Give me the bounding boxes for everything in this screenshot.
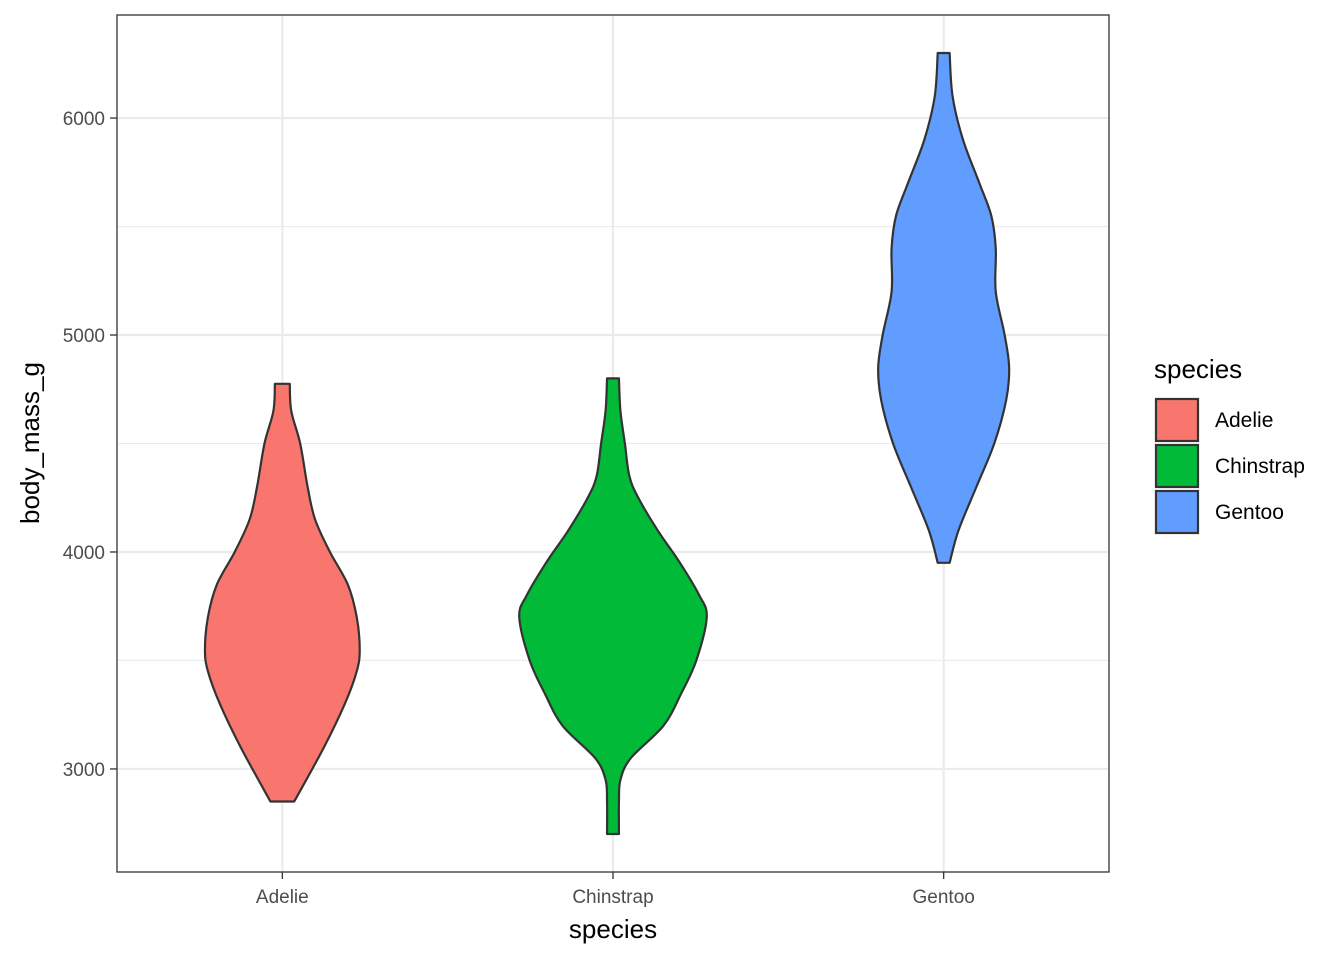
x-tick-label: Adelie [256,887,309,908]
legend-key-adelie [1154,397,1200,443]
legend-key-chinstrap [1154,443,1200,489]
x-tick-label: Chinstrap [572,887,653,908]
legend: species Adelie Chinstrap Gentoo [1154,354,1305,535]
x-tick-label: Gentoo [913,887,975,908]
y-axis-title: body_mass_g [15,362,45,524]
legend-label-chinstrap: Chinstrap [1215,455,1305,478]
y-tick-label: 6000 [63,109,105,130]
y-tick-label: 3000 [63,760,105,781]
x-axis-title: species [569,914,657,944]
legend-key-gentoo [1154,489,1200,535]
violin-chinstrap [518,377,708,836]
legend-label-gentoo: Gentoo [1215,501,1284,524]
y-axis: 3000 4000 5000 6000 [63,109,117,781]
legend-title: species [1154,354,1242,384]
x-axis: Adelie Chinstrap Gentoo [256,872,975,908]
violins [203,51,1011,836]
violin-gentoo [877,51,1011,564]
y-tick-label: 5000 [63,326,105,347]
violin-adelie [203,382,361,803]
y-tick-label: 4000 [63,543,105,564]
legend-label-adelie: Adelie [1215,409,1273,432]
